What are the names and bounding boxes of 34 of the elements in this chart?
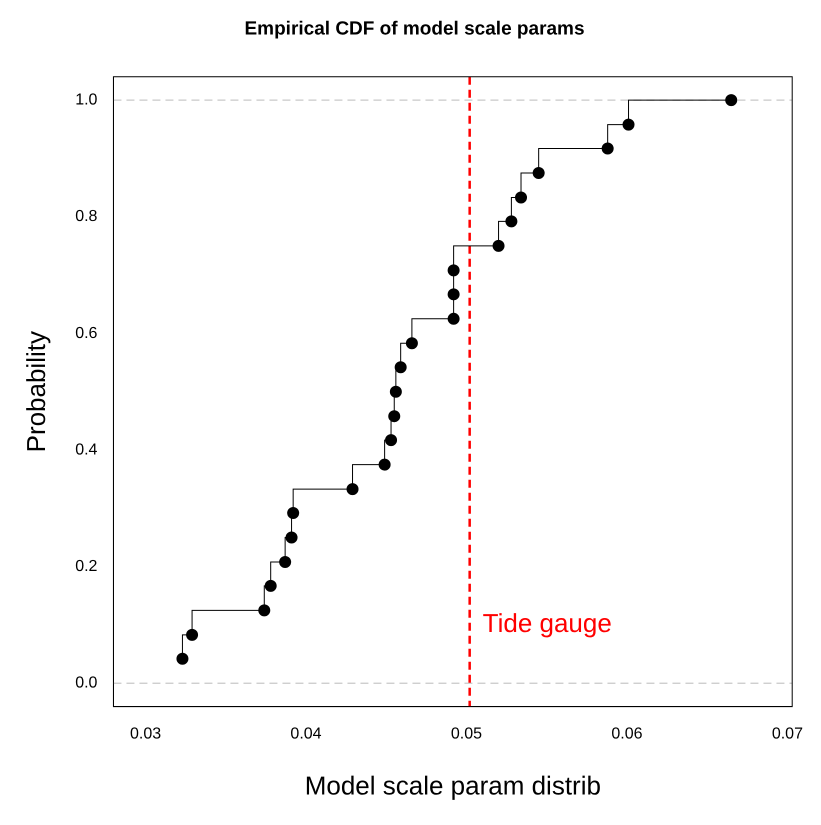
y-tick-label: 0.6 (75, 324, 98, 342)
point (378, 458, 391, 471)
chart-title: Empirical CDF of model scale params (244, 18, 585, 40)
point (448, 264, 460, 276)
point (279, 556, 292, 568)
point (492, 240, 505, 252)
point (385, 434, 398, 446)
ref-line-label: Tide gauge (482, 608, 612, 638)
point (346, 483, 359, 496)
x-tick-label: 0.06 (611, 726, 643, 743)
point (406, 337, 418, 350)
x-tick-label: 0.07 (772, 726, 804, 743)
y-tick-label: 1.0 (75, 92, 98, 109)
y-tick-label: 0.2 (75, 558, 98, 576)
point (176, 652, 188, 665)
x-tick-label: 0.05 (450, 726, 482, 743)
point (258, 604, 270, 616)
x-axis-title: Model scale param distrib (304, 770, 601, 801)
y-axis-title: Probability (20, 330, 51, 452)
point (186, 628, 198, 641)
y-tick-label: 0.0 (75, 674, 98, 692)
y-tick-label: 0.4 (75, 441, 98, 458)
x-tick-label: 0.04 (290, 726, 322, 743)
point (602, 142, 614, 155)
x-tick-label: 0.03 (130, 726, 162, 743)
point (286, 531, 298, 544)
point (515, 192, 528, 204)
y-tick-label: 0.8 (75, 208, 98, 226)
point (448, 288, 460, 300)
point (622, 118, 635, 131)
point (448, 312, 460, 325)
point (264, 580, 277, 592)
point (725, 94, 738, 106)
point (532, 167, 545, 180)
